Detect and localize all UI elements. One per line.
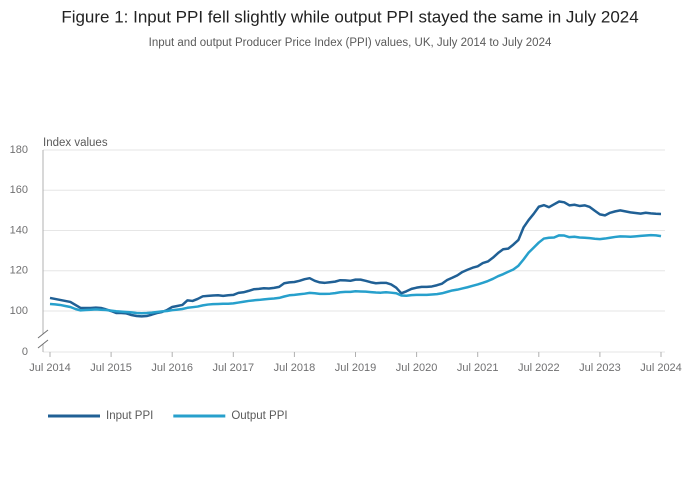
x-tick-label: Jul 2015 — [90, 362, 132, 374]
axis-break — [37, 329, 49, 339]
y-tick-label: 180 — [10, 144, 28, 156]
x-tick-label: Jul 2022 — [518, 362, 560, 374]
x-tick-label: Jul 2016 — [151, 362, 193, 374]
x-tick-label: Jul 2024 — [640, 362, 682, 374]
y-tick-label: 0 — [22, 346, 28, 358]
x-tick-label: Jul 2023 — [579, 362, 621, 374]
legend-label: Input PPI — [106, 410, 153, 422]
chart-title: Figure 1: Input PPI fell slightly while … — [61, 7, 638, 26]
x-tick-label: Jul 2018 — [274, 362, 316, 374]
x-tick-label: Jul 2017 — [213, 362, 255, 374]
chart-subtitle: Input and output Producer Price Index (P… — [149, 37, 552, 49]
x-tick-label: Jul 2014 — [29, 362, 71, 374]
data-line — [49, 233, 662, 315]
legend-label: Output PPI — [231, 410, 287, 422]
axis-break — [37, 339, 49, 349]
x-tick-label: Jul 2020 — [396, 362, 438, 374]
y-tick-label: 140 — [10, 224, 28, 236]
data-line — [49, 200, 662, 318]
y-tick-label: 100 — [10, 305, 28, 317]
x-tick-label: Jul 2021 — [457, 362, 499, 374]
y-axis-label: Index values — [43, 137, 108, 149]
y-tick-label: 160 — [10, 184, 28, 196]
x-tick-label: Jul 2019 — [335, 362, 377, 374]
y-tick-label: 120 — [10, 265, 28, 277]
